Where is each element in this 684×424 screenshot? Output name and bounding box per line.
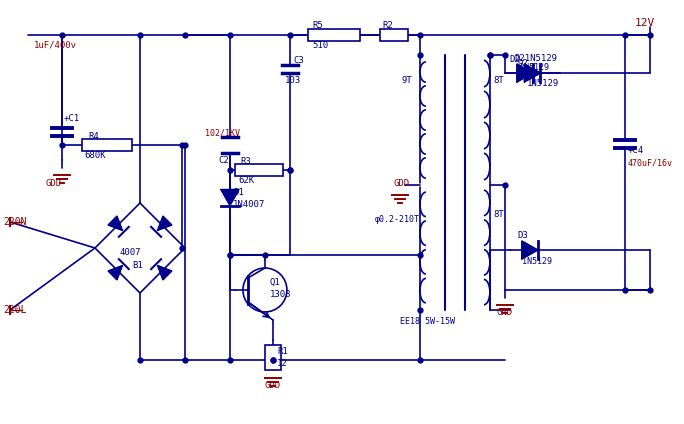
Text: 12: 12 (277, 360, 288, 368)
Text: 103: 103 (285, 75, 301, 84)
Text: C2: C2 (218, 156, 228, 165)
Polygon shape (157, 265, 172, 280)
Text: 102/1KV: 102/1KV (205, 128, 240, 137)
Text: 8T: 8T (493, 210, 503, 220)
Text: R4: R4 (88, 131, 98, 140)
Polygon shape (108, 265, 122, 280)
Text: 4007: 4007 (120, 248, 142, 257)
FancyBboxPatch shape (308, 29, 360, 41)
Polygon shape (221, 190, 239, 206)
Text: φ0.2-210T: φ0.2-210T (375, 215, 420, 224)
Text: 1N5129: 1N5129 (527, 78, 559, 87)
Text: D2: D2 (517, 59, 528, 67)
Text: GND: GND (497, 309, 513, 318)
FancyBboxPatch shape (265, 345, 281, 370)
Text: 220L: 220L (3, 305, 27, 315)
Text: EE18 5W-15W: EE18 5W-15W (400, 318, 455, 326)
FancyBboxPatch shape (380, 29, 408, 41)
Text: 510: 510 (312, 41, 328, 50)
Text: 680K: 680K (84, 151, 105, 159)
Polygon shape (522, 241, 538, 259)
Text: R3: R3 (240, 156, 251, 165)
Polygon shape (108, 216, 122, 231)
Text: R1: R1 (277, 347, 288, 357)
Text: 1N5129: 1N5129 (522, 257, 552, 267)
Text: D1: D1 (233, 188, 244, 197)
FancyBboxPatch shape (235, 164, 283, 176)
Text: 8T: 8T (493, 75, 503, 84)
Text: 12V: 12V (635, 18, 655, 28)
Text: 220N: 220N (3, 217, 27, 227)
Polygon shape (517, 64, 533, 82)
Polygon shape (157, 216, 172, 231)
Text: GDD: GDD (265, 382, 281, 391)
Text: Q1: Q1 (270, 277, 280, 287)
Text: 1uF/400v: 1uF/400v (34, 41, 77, 50)
Text: GDD: GDD (46, 179, 62, 187)
Text: R2: R2 (382, 20, 393, 30)
Text: 1N4007: 1N4007 (233, 200, 265, 209)
FancyBboxPatch shape (82, 139, 132, 151)
Polygon shape (525, 64, 540, 82)
Text: D3: D3 (518, 232, 529, 240)
Text: 1N5129: 1N5129 (519, 62, 549, 72)
Text: 62K: 62K (238, 176, 254, 184)
Text: +C1: +C1 (64, 114, 80, 123)
Text: 470uF/16v: 470uF/16v (628, 159, 673, 167)
Text: B1: B1 (132, 262, 143, 271)
Text: 9T: 9T (402, 75, 412, 84)
Text: GDD: GDD (394, 179, 410, 187)
Text: R5: R5 (312, 20, 323, 30)
Text: 1303: 1303 (270, 290, 291, 299)
Text: C3: C3 (293, 56, 304, 64)
Text: +C4: +C4 (628, 145, 644, 154)
Text: D21N5129: D21N5129 (515, 53, 558, 62)
Text: D2: D2 (510, 55, 521, 64)
